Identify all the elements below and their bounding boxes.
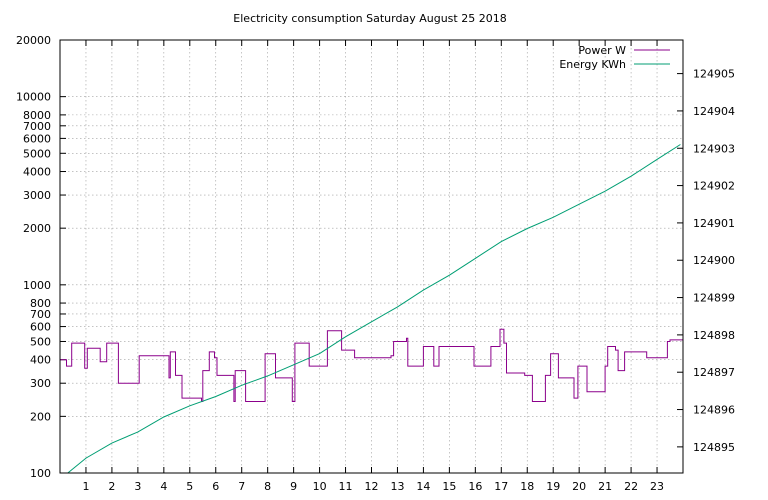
x-tick-label: 17 (494, 480, 508, 493)
y-right-tick-label: 124904 (693, 105, 735, 118)
x-tick-label: 9 (290, 480, 297, 493)
y-left-tick-label: 800 (30, 297, 51, 310)
y-left-tick-label: 500 (30, 335, 51, 348)
x-tick-label: 3 (134, 480, 141, 493)
y-right-tick-label: 124896 (693, 404, 735, 417)
y-left-tick-label: 1000 (23, 279, 51, 292)
x-tick-label: 20 (572, 480, 586, 493)
y-left-tick-label: 700 (30, 308, 51, 321)
y-right-tick-label: 124900 (693, 254, 735, 267)
y-left-tick-label: 400 (30, 354, 51, 367)
y-left-tick-label: 8000 (23, 109, 51, 122)
x-tick-label: 4 (160, 480, 167, 493)
x-tick-label: 15 (442, 480, 456, 493)
x-tick-label: 18 (520, 480, 534, 493)
legend-label-energy: Energy KWh (559, 58, 626, 71)
y-left-tick-label: 100 (30, 467, 51, 480)
series-line-power-w (60, 328, 683, 402)
x-tick-label: 6 (212, 480, 219, 493)
plot-frame (59, 39, 684, 474)
y-right-tick-label: 124897 (693, 366, 735, 379)
y-left-tick-label: 200 (30, 410, 51, 423)
y-left-tick-label: 6000 (23, 132, 51, 145)
x-tick-label: 19 (546, 480, 560, 493)
x-tick-label: 5 (186, 480, 193, 493)
x-tick-label: 13 (390, 480, 404, 493)
x-tick-label: 10 (313, 480, 327, 493)
y-right-tick-label: 124895 (693, 441, 735, 454)
y-left-tick-label: 5000 (23, 147, 51, 160)
x-tick-label: 16 (468, 480, 482, 493)
legend: Power W Energy KWh (559, 44, 670, 71)
x-tick-label: 7 (238, 480, 245, 493)
grid (60, 40, 683, 473)
y-right-tick-label: 124905 (693, 68, 735, 81)
y-left-tick-label: 600 (30, 321, 51, 334)
x-tick-label: 22 (624, 480, 638, 493)
y-right-tick-label: 124899 (693, 292, 735, 305)
y-left-tick-label: 2000 (23, 222, 51, 235)
y-left-tick-label: 20000 (16, 34, 51, 47)
y-left-tick-label: 10000 (16, 91, 51, 104)
x-tick-label: 1 (82, 480, 89, 493)
y-right-tick-label: 124903 (693, 142, 735, 155)
series-layer (60, 144, 683, 474)
chart-title: Electricity consumption Saturday August … (233, 12, 506, 25)
axes: 1 2 3 4 5 6 7 8 9 10 11 12 13 14 15 16 17 18 19 20 21 22 23100… (16, 34, 735, 493)
y-left-tick-label: 7000 (23, 120, 51, 133)
x-tick-label: 11 (339, 480, 353, 493)
x-tick-label: 2 (108, 480, 115, 493)
legend-label-power: Power W (578, 44, 626, 57)
series-line-energy-kwh (67, 144, 681, 474)
x-tick-label: 21 (598, 480, 612, 493)
x-tick-label: 8 (264, 480, 271, 493)
y-right-tick-label: 124898 (693, 329, 735, 342)
x-tick-label: 14 (416, 480, 430, 493)
y-right-tick-label: 124901 (693, 217, 735, 230)
x-tick-label: 12 (365, 480, 379, 493)
y-left-tick-label: 300 (30, 377, 51, 390)
y-right-tick-label: 124902 (693, 180, 735, 193)
y-left-tick-label: 3000 (23, 189, 51, 202)
y-left-tick-label: 4000 (23, 166, 51, 179)
x-tick-label: 23 (650, 480, 664, 493)
